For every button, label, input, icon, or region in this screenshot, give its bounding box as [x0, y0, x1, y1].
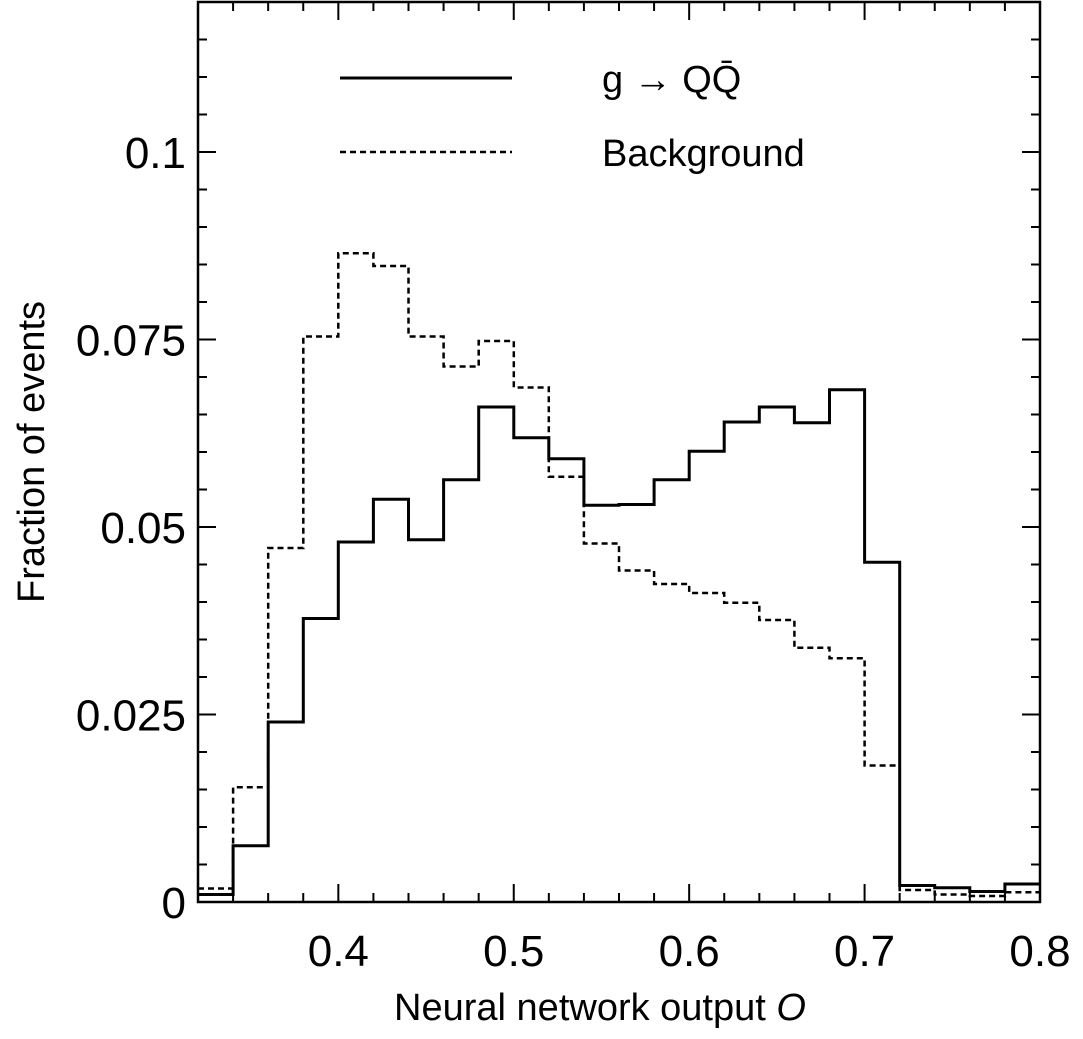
x-axis-title: Neural network output O [394, 987, 806, 1029]
x-axis-symbol: O [776, 987, 806, 1029]
y-tick-label: 0 [162, 879, 186, 928]
y-tick-labels: 0 0.025 0.05 0.075 0.1 [76, 129, 186, 928]
legend-label-background: Background [602, 133, 805, 175]
x-tick-label: 0.4 [308, 927, 369, 976]
legend: g → QQ̄ Background [340, 59, 805, 175]
background-histogram-line [198, 252, 1040, 898]
y-axis-title: Fraction of events [11, 301, 53, 603]
signal-histogram-line [198, 388, 1040, 896]
y-tick-label: 0.025 [76, 692, 186, 741]
legend-label-signal: g → QQ̄ [602, 59, 741, 101]
x-tick-labels: 0.4 0.5 0.6 0.7 0.8 [308, 927, 1071, 976]
histogram-layer [198, 252, 1040, 898]
x-tick-label: 0.7 [834, 927, 895, 976]
x-tick-label: 0.8 [1009, 927, 1070, 976]
x-tick-label: 0.6 [659, 927, 720, 976]
x-tick-label: 0.5 [483, 927, 544, 976]
y-tick-label: 0.1 [125, 129, 186, 178]
y-tick-label: 0.075 [76, 317, 186, 366]
x-axis-label: Neural network output [394, 987, 766, 1029]
y-tick-label: 0.05 [100, 504, 186, 553]
axis-ticks [197, 1, 1041, 903]
